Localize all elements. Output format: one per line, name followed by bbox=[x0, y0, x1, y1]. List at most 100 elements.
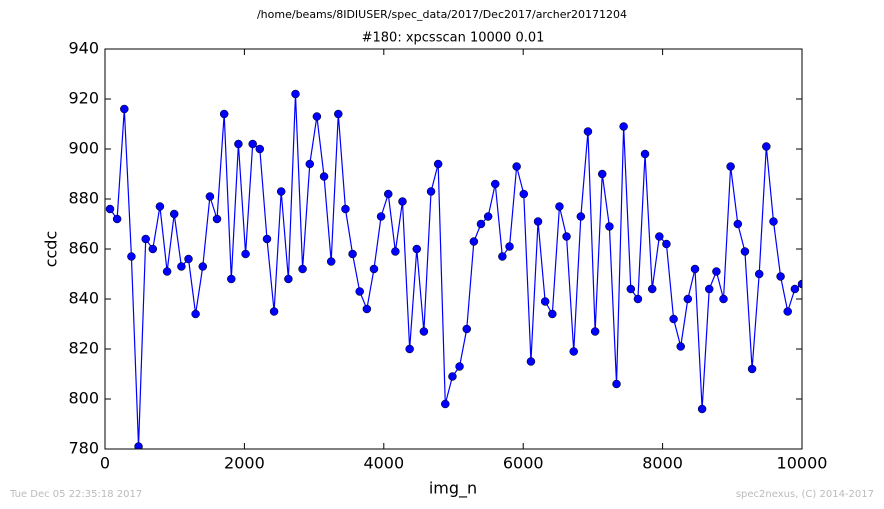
data-point bbox=[469, 237, 479, 246]
data-point bbox=[640, 149, 650, 159]
x-tick-label: 2000 bbox=[224, 454, 265, 473]
data-point bbox=[762, 142, 771, 151]
data-point bbox=[141, 234, 150, 244]
plot-area bbox=[105, 89, 802, 449]
data-point bbox=[676, 342, 685, 351]
data-point bbox=[790, 284, 800, 294]
y-tick-label: 860 bbox=[68, 239, 99, 258]
data-point bbox=[127, 252, 136, 261]
data-point bbox=[669, 314, 678, 324]
data-point bbox=[312, 112, 322, 121]
data-point bbox=[319, 172, 329, 181]
y-tick-label: 880 bbox=[68, 189, 99, 208]
data-point bbox=[562, 232, 571, 241]
data-point bbox=[369, 264, 379, 274]
data-point bbox=[683, 294, 693, 304]
data-point bbox=[662, 239, 671, 249]
data-point bbox=[419, 327, 429, 336]
y-tick-label: 840 bbox=[68, 289, 99, 308]
data-point bbox=[512, 162, 521, 171]
y-tick-label: 780 bbox=[68, 439, 99, 458]
data-point bbox=[219, 109, 229, 119]
data-point bbox=[205, 192, 215, 201]
footer-timestamp: Tue Dec 05 22:35:18 2017 bbox=[9, 489, 142, 500]
data-point bbox=[797, 279, 802, 289]
data-point bbox=[433, 159, 443, 169]
y-tick-label: 920 bbox=[68, 89, 99, 108]
data-point bbox=[234, 139, 243, 149]
x-axis-label: img_n bbox=[429, 479, 477, 499]
data-point bbox=[526, 357, 536, 366]
data-point bbox=[612, 379, 621, 389]
data-point bbox=[555, 202, 564, 211]
data-point bbox=[655, 232, 664, 241]
data-point bbox=[505, 242, 514, 251]
y-axis-label: ccdc bbox=[42, 231, 61, 268]
data-point bbox=[626, 284, 636, 294]
data-point bbox=[134, 442, 143, 449]
data-point bbox=[169, 209, 179, 219]
data-point bbox=[269, 307, 279, 316]
data-point bbox=[704, 284, 714, 294]
data-point bbox=[362, 304, 372, 314]
data-point bbox=[754, 269, 764, 279]
data-point bbox=[155, 202, 165, 211]
chart-title: #180: xpcsscan 10000 0.01 bbox=[362, 31, 545, 46]
data-point bbox=[391, 247, 400, 256]
axes-frame bbox=[104, 48, 803, 450]
data-point bbox=[191, 309, 200, 319]
x-tick-label: 10000 bbox=[777, 454, 828, 473]
data-point bbox=[605, 222, 614, 231]
data-point bbox=[476, 219, 486, 229]
data-point bbox=[298, 264, 307, 274]
data-point bbox=[583, 127, 593, 136]
data-point bbox=[326, 257, 336, 266]
data-point bbox=[276, 187, 286, 196]
data-point bbox=[540, 297, 550, 306]
data-point bbox=[426, 187, 436, 196]
data-point bbox=[241, 249, 250, 259]
data-point bbox=[776, 272, 785, 281]
data-point bbox=[227, 274, 236, 284]
data-point bbox=[533, 217, 543, 226]
data-point bbox=[398, 197, 407, 206]
data-point bbox=[747, 364, 757, 374]
data-point bbox=[783, 307, 792, 316]
data-point bbox=[733, 219, 743, 229]
data-point bbox=[590, 327, 600, 336]
data-point bbox=[726, 162, 735, 171]
data-point bbox=[569, 347, 578, 356]
data-point bbox=[647, 284, 657, 294]
data-point bbox=[112, 214, 122, 224]
data-point bbox=[633, 294, 643, 304]
data-point bbox=[719, 294, 728, 304]
footer-credit: spec2nexus, (C) 2014-2017 bbox=[736, 489, 874, 500]
data-point bbox=[177, 262, 186, 271]
data-point bbox=[305, 159, 315, 169]
data-point bbox=[255, 144, 265, 154]
data-point bbox=[148, 244, 158, 254]
data-point bbox=[412, 244, 422, 254]
data-point bbox=[341, 204, 350, 214]
data-point bbox=[334, 109, 343, 119]
x-tick-label: 8000 bbox=[642, 454, 683, 473]
data-point bbox=[769, 217, 778, 226]
y-tick-label: 800 bbox=[68, 389, 99, 408]
data-point bbox=[284, 274, 293, 284]
data-point bbox=[712, 267, 721, 276]
data-point bbox=[740, 247, 750, 256]
data-point bbox=[291, 89, 300, 99]
data-point bbox=[619, 122, 628, 131]
data-point bbox=[405, 344, 414, 354]
y-tick-label: 940 bbox=[68, 39, 99, 58]
x-tick-label: 4000 bbox=[363, 454, 404, 473]
data-point bbox=[491, 179, 500, 189]
data-point bbox=[120, 104, 129, 114]
x-tick-label: 6000 bbox=[503, 454, 544, 473]
data-point bbox=[697, 404, 707, 414]
data-point bbox=[462, 324, 471, 334]
data-point bbox=[162, 267, 172, 276]
y-tick-label: 820 bbox=[68, 339, 99, 358]
data-point bbox=[548, 309, 557, 319]
header-path: /home/beams/8IDIUSER/spec_data/2017/Dec2… bbox=[257, 8, 627, 21]
